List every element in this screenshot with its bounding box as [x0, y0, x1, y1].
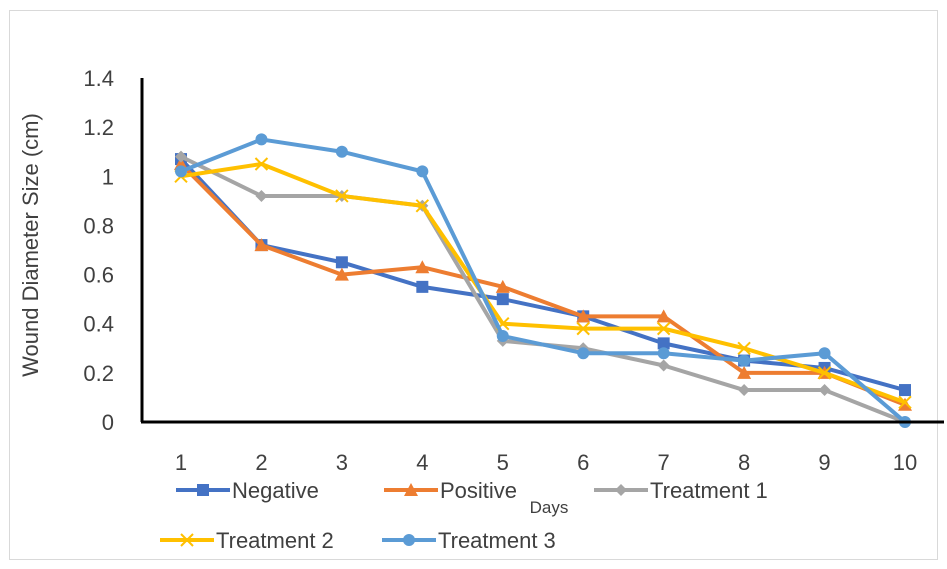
y-tick-label: 1.2 — [83, 115, 114, 140]
data-point — [899, 384, 911, 397]
series-line — [179, 157, 906, 392]
data-point — [197, 484, 209, 496]
data-point — [495, 279, 510, 293]
data-point — [576, 321, 590, 336]
data-point — [738, 354, 751, 367]
series-treatment-1 — [175, 150, 911, 428]
x-tick-label: 1 — [175, 450, 187, 475]
x-tick-label: 2 — [255, 450, 267, 475]
data-point — [576, 309, 591, 323]
data-point — [615, 484, 627, 496]
data-point — [737, 365, 752, 379]
data-point — [254, 238, 269, 252]
data-point — [577, 347, 590, 360]
data-point — [255, 133, 268, 146]
chart-frame — [9, 10, 938, 560]
data-point — [255, 189, 268, 202]
data-point — [737, 341, 751, 355]
data-point — [657, 337, 670, 350]
legend-label: Treatment 1 — [650, 478, 768, 503]
series-line — [180, 154, 906, 424]
x-tick-label: 9 — [818, 450, 830, 475]
data-point — [416, 280, 429, 293]
data-point — [496, 330, 509, 342]
y-tick-label: 0.4 — [83, 312, 114, 337]
data-point — [335, 145, 348, 158]
data-point — [415, 199, 430, 213]
data-point — [657, 359, 670, 372]
data-point — [898, 395, 912, 410]
data-point — [898, 397, 912, 411]
data-point — [335, 189, 349, 203]
y-axis-ticks: 0 0.2 0.4 0.6 0.8 1 1.2 1.4 — [83, 66, 114, 435]
x-tick-label: 10 — [893, 450, 917, 475]
legend-label: Negative — [232, 478, 319, 503]
x-tick-label: 4 — [416, 450, 428, 475]
data-point — [415, 260, 430, 274]
legend-label: Treatment 3 — [438, 528, 556, 553]
legend-item: Treatment 2 — [160, 528, 334, 553]
legend-item: Positive — [384, 478, 517, 503]
data-point — [335, 256, 348, 269]
series-line — [180, 137, 907, 424]
y-tick-label: 0.2 — [83, 361, 114, 386]
data-point — [656, 321, 671, 336]
y-tick-label: 1 — [102, 164, 114, 189]
x-tick-label: 5 — [497, 450, 509, 475]
x-tick-label: 3 — [336, 450, 348, 475]
x-axis-title: Days — [530, 498, 569, 517]
data-point — [180, 533, 194, 547]
x-tick-label: 6 — [577, 450, 589, 475]
legend-item: Treatment 3 — [382, 528, 556, 553]
series-negative — [175, 153, 911, 397]
data-point — [738, 384, 751, 397]
y-tick-label: 0.8 — [83, 213, 114, 238]
legend-label: Positive — [440, 478, 517, 503]
data-point — [416, 165, 429, 178]
data-point — [175, 150, 187, 163]
data-point — [817, 366, 832, 380]
legend: Negative Positive Treatment 1 Treatment 2 Tr… — [160, 478, 768, 553]
legend-item: Treatment 1 — [594, 478, 768, 503]
series-line — [179, 162, 906, 407]
data-point — [334, 267, 349, 281]
legend-label: Treatment 2 — [216, 528, 334, 553]
data-point — [403, 534, 415, 546]
y-axis-title: Wound Diameter Size (cm) — [18, 113, 43, 377]
x-tick-label: 8 — [738, 450, 750, 475]
data-point — [404, 483, 418, 496]
x-tick-label: 7 — [658, 450, 670, 475]
y-tick-label: 1.4 — [83, 66, 114, 91]
axes — [140, 78, 944, 424]
series-layer — [174, 133, 912, 428]
data-point — [657, 347, 670, 360]
data-point — [656, 309, 671, 323]
data-point — [496, 293, 509, 306]
legend-item: Negative — [176, 478, 319, 503]
data-point — [818, 347, 831, 360]
y-tick-label: 0.6 — [83, 263, 114, 288]
data-point — [175, 165, 187, 178]
series-treatment-3 — [175, 133, 911, 428]
y-tick-label: 0 — [102, 410, 114, 435]
data-point — [818, 384, 831, 397]
series-line — [180, 162, 906, 405]
x-axis-ticks: 1 2 3 4 5 6 7 8 9 10 — [175, 450, 917, 475]
data-point — [254, 157, 269, 171]
